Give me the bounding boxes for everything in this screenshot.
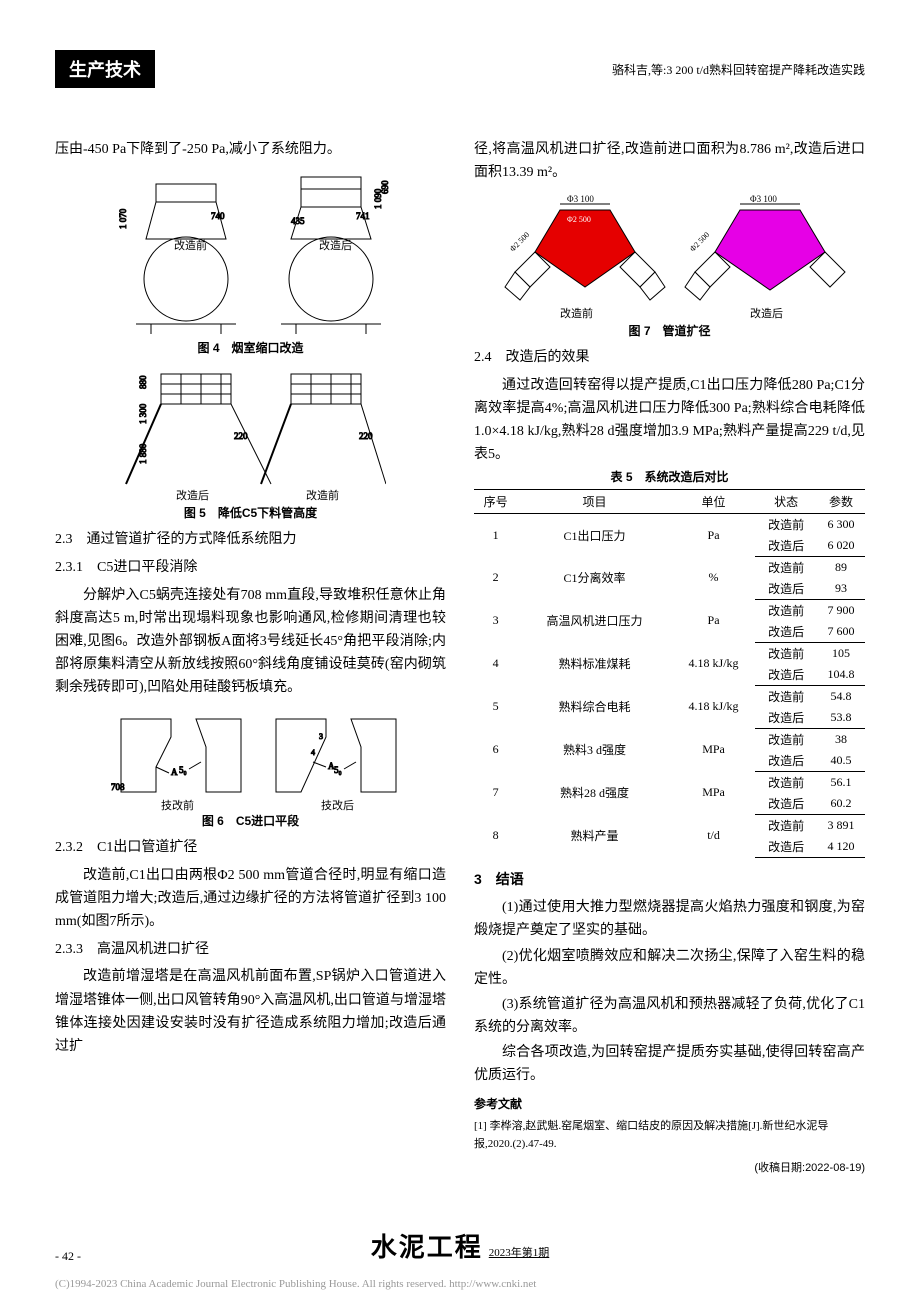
conclusion-2: (2)优化烟室喷腾效应和解决二次扬尘,保障了入窑生料的稳定性。 [474, 945, 865, 991]
copyright-notice: (C)1994-2023 China Academic Journal Elec… [55, 1278, 536, 1290]
fig5-svg: 1 880 1 300 880 220 220 改造后 改造前 [116, 364, 386, 504]
svg-text:5₀: 5₀ [334, 765, 342, 775]
fig5-caption: 图 5 降低C5下料管高度 [55, 504, 446, 521]
fig7-svg: Φ3 100 Φ2 500 Φ2 500 Φ3 100 Φ2 500 改造前 改… [490, 192, 850, 322]
heading-2-3-1: 2.3.1 C5进口平段消除 [55, 557, 446, 579]
figure-5: 1 880 1 300 880 220 220 改造后 改造前 图 5 降低C5… [55, 364, 446, 521]
th-unit: 单位 [672, 489, 755, 513]
receipt-date: (收稿日期:2022-08-19) [474, 1159, 865, 1175]
heading-3: 3 结语 [474, 868, 865, 890]
para-24: 通过改造回转窑得以提产提质,C1出口压力降低280 Pa;C1分离效率提高4%;… [474, 374, 865, 466]
fig6-caption: 图 6 C5进口平段 [55, 812, 446, 829]
page-footer: - 42 - 水泥工程 2023年第1期 [55, 1249, 865, 1264]
references-title: 参考文献 [474, 1095, 865, 1112]
figure-7: Φ3 100 Φ2 500 Φ2 500 Φ3 100 Φ2 500 改造前 改… [474, 192, 865, 339]
content-columns: 压由-450 Pa下降到了-250 Pa,减小了系统阻力。 1 070 740 [55, 138, 865, 1175]
th-seq: 序号 [474, 489, 517, 513]
para-cont: 径,将高温风机进口扩径,改造前进口面积为8.786 m²,改造后进口面积13.3… [474, 138, 865, 184]
running-head: 骆科吉,等:3 200 t/d熟料回转窑提产降耗改造实践 [612, 61, 865, 78]
left-column: 压由-450 Pa下降到了-250 Pa,减小了系统阻力。 1 070 740 [55, 138, 446, 1175]
svg-text:1 300: 1 300 [138, 403, 148, 424]
fig4-svg: 1 070 740 435 741 1 090 690 改造前 改造后 [106, 169, 396, 339]
svg-text:改造后: 改造后 [319, 238, 352, 252]
right-column: 径,将高温风机进口扩径,改造前进口面积为8.786 m²,改造后进口面积13.3… [474, 138, 865, 1175]
journal-info: 水泥工程 2023年第1期 [371, 1227, 550, 1264]
conclusion-3: (3)系统管道扩径为高温风机和预热器减轻了负荷,优化了C1系统的分离效率。 [474, 993, 865, 1039]
table-row: 5熟料综合电耗4.18 kJ/kg改造前54.8 [474, 685, 865, 707]
svg-text:1 070: 1 070 [118, 208, 128, 229]
heading-2-3-2: 2.3.2 C1出口管道扩径 [55, 837, 446, 859]
fig6-svg: A 5₀ 708 A 3 4 5₀ 技改前 技改后 [101, 707, 401, 812]
table5-caption: 表 5 系统改造后对比 [474, 468, 865, 485]
svg-text:技改前: 技改前 [161, 798, 194, 812]
journal-name: 水泥工程 [371, 1227, 483, 1264]
svg-text:Φ3 100: Φ3 100 [567, 194, 594, 204]
conclusion-1: (1)通过使用大推力型燃烧器提高火焰热力强度和钢度,为窑煅烧提产奠定了坚实的基础… [474, 896, 865, 942]
table-row: 8熟料产量t/d改造前3 891 [474, 814, 865, 836]
svg-text:1 880: 1 880 [138, 443, 148, 464]
svg-text:708: 708 [111, 782, 125, 792]
svg-text:改造前: 改造前 [306, 488, 339, 502]
para-pressure: 压由-450 Pa下降到了-250 Pa,减小了系统阻力。 [55, 138, 446, 161]
svg-text:Φ2 500: Φ2 500 [688, 230, 711, 253]
svg-text:改造前: 改造前 [174, 238, 207, 252]
svg-text:220: 220 [359, 431, 373, 441]
table-row: 2C1分离效率%改造前89 [474, 556, 865, 578]
table-row: 3高温风机进口压力Pa改造前7 900 [474, 599, 865, 621]
figure-4: 1 070 740 435 741 1 090 690 改造前 改造后 [55, 169, 446, 356]
svg-text:Φ2 500: Φ2 500 [508, 230, 531, 253]
svg-text:690: 690 [380, 180, 390, 194]
svg-text:880: 880 [138, 375, 148, 389]
svg-text:技改后: 技改后 [321, 798, 354, 812]
svg-text:5₀: 5₀ [179, 765, 187, 775]
table-row: 4熟料标准煤耗4.18 kJ/kg改造前105 [474, 642, 865, 664]
figure-6: A 5₀ 708 A 3 4 5₀ 技改前 技改后 图 6 C5进口平段 [55, 707, 446, 829]
svg-text:改造前: 改造前 [560, 306, 593, 320]
svg-text:740: 740 [211, 211, 225, 221]
th-item: 项目 [517, 489, 672, 513]
svg-text:A: A [171, 767, 178, 777]
svg-text:3: 3 [319, 732, 323, 741]
journal-issue: 2023年第1期 [489, 1244, 550, 1260]
svg-text:Φ3 100: Φ3 100 [750, 194, 777, 204]
svg-text:220: 220 [234, 431, 248, 441]
th-param: 参数 [817, 489, 865, 513]
svg-text:741: 741 [356, 211, 370, 221]
th-state: 状态 [755, 489, 817, 513]
svg-text:Φ2 500: Φ2 500 [567, 215, 591, 224]
heading-2-3: 2.3 通过管道扩径的方式降低系统阻力 [55, 529, 446, 551]
page-header: 生产技术 骆科吉,等:3 200 t/d熟料回转窑提产降耗改造实践 [55, 50, 865, 88]
reference-1: [1] 李桦溶,赵武魁.窑尾烟室、缩口结皮的原因及解决措施[J].新世纪水泥导报… [474, 1118, 865, 1153]
svg-text:改造后: 改造后 [176, 488, 209, 502]
table-5: 序号 项目 单位 状态 参数 1C1出口压力Pa改造前6 300改造后6 020… [474, 489, 865, 858]
heading-2-3-3: 2.3.3 高温风机进口扩径 [55, 939, 446, 961]
table-header-row: 序号 项目 单位 状态 参数 [474, 489, 865, 513]
conclusion-4: 综合各项改造,为回转窑提产提质夯实基础,使得回转窑高产优质运行。 [474, 1041, 865, 1087]
fig4-caption: 图 4 烟室缩口改造 [55, 339, 446, 356]
table-row: 6熟料3 d强度MPa改造前38 [474, 728, 865, 750]
svg-text:4: 4 [311, 748, 315, 757]
table-row: 7熟料28 d强度MPa改造前56.1 [474, 771, 865, 793]
para-231: 分解炉入C5蜗壳连接处有708 mm直段,导致堆积任意休止角斜度高达5 m,时常… [55, 584, 446, 699]
para-232: 改造前,C1出口由两根Φ2 500 mm管道合径时,明显有缩口造成管道阻力增大;… [55, 864, 446, 933]
heading-2-4: 2.4 改造后的效果 [474, 347, 865, 369]
table-row: 1C1出口压力Pa改造前6 300 [474, 513, 865, 535]
fig7-caption: 图 7 管道扩径 [474, 322, 865, 339]
section-tag: 生产技术 [55, 50, 155, 88]
page-number: - 42 - [55, 1249, 81, 1264]
para-233: 改造前增湿塔是在高温风机前面布置,SP锅炉入口管道进入增湿塔锥体一侧,出口风管转… [55, 965, 446, 1057]
svg-text:435: 435 [291, 216, 305, 226]
svg-text:改造后: 改造后 [750, 306, 783, 320]
